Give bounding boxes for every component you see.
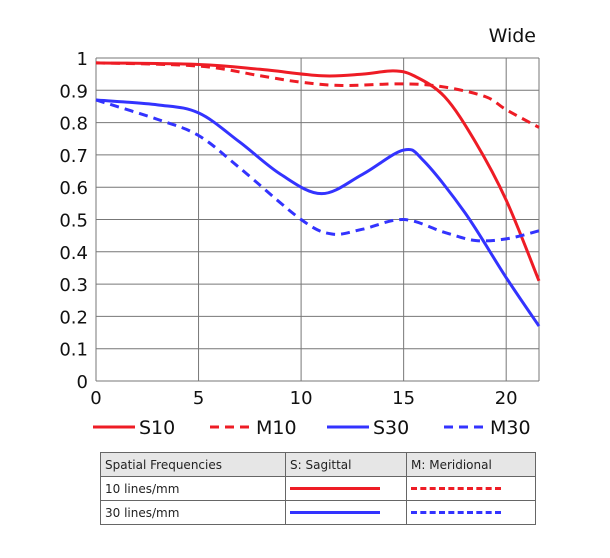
header-spatial-frequencies: Spatial Frequencies: [100, 452, 286, 477]
legend-label-s30: S30: [373, 417, 409, 439]
swatch-s10: [290, 487, 380, 490]
x-tick-label: 10: [290, 388, 313, 409]
x-tick-label: 0: [90, 388, 101, 409]
x-tick-label: 15: [392, 388, 415, 409]
series-line-s30: [95, 98, 541, 327]
y-tick-label: 0.7: [59, 146, 88, 167]
y-tick-label: 0.2: [59, 307, 88, 328]
y-tick-label: 0: [77, 372, 88, 393]
y-tick-label: 0.9: [59, 81, 88, 102]
x-tick-label: 20: [495, 388, 518, 409]
series-line-m30: [95, 98, 540, 243]
x-tick-label: 5: [193, 388, 204, 409]
mtf-chart: 00.10.20.30.40.50.60.70.80.910 5 10 15 20 Wi…: [59, 25, 541, 439]
header-meridional: M: Meridional: [406, 452, 536, 477]
legend-label-m10: M10: [256, 417, 297, 439]
legend-table: Spatial Frequencies S: Sagittal M: Merid…: [100, 452, 536, 525]
y-tick-label: 0.5: [59, 211, 88, 232]
series-line-m10: [95, 61, 540, 129]
chart-title: Wide: [489, 25, 536, 47]
y-tick-label: 0.4: [59, 243, 88, 264]
legend-label-s10: S10: [139, 417, 175, 439]
row-label-30: 30 lines/mm: [100, 500, 286, 525]
y-tick-label: 0.6: [59, 178, 88, 199]
y-tick-label: 1: [77, 49, 88, 70]
swatch-m10: [411, 487, 501, 490]
header-sagittal: S: Sagittal: [285, 452, 407, 477]
y-tick-label: 0.1: [59, 340, 88, 361]
y-tick-label: 0.8: [59, 114, 88, 135]
series-line-s10: [95, 61, 541, 282]
legend-label-m30: M30: [490, 417, 531, 439]
swatch-s30: [290, 511, 380, 514]
row-label-10: 10 lines/mm: [100, 476, 286, 501]
swatch-m30: [411, 511, 501, 514]
y-tick-label: 0.3: [59, 275, 88, 296]
